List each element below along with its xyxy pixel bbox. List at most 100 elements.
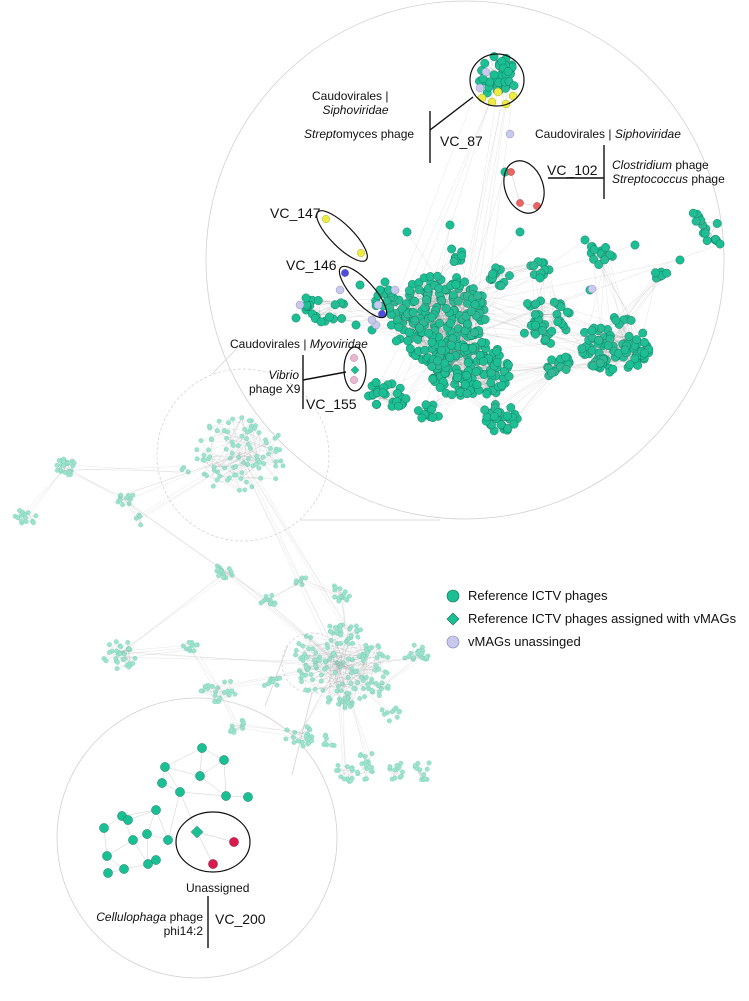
node (434, 283, 444, 293)
network-edge (388, 289, 465, 297)
network-edge (343, 662, 379, 689)
node (208, 436, 214, 442)
node (535, 273, 545, 283)
network-edge (417, 231, 521, 340)
node (492, 346, 501, 356)
node (252, 425, 258, 431)
network-edge (454, 384, 493, 413)
vc87-cluster-label: VC_87 (440, 133, 483, 149)
node (702, 236, 712, 246)
node (151, 805, 161, 815)
node (488, 269, 497, 279)
network-edge (298, 576, 340, 597)
network-edge (233, 467, 240, 491)
vc102-cluster-label: VC_102 (547, 162, 598, 178)
network-edge (565, 329, 627, 347)
network-edge (227, 570, 270, 605)
network-edge (642, 278, 657, 334)
node (359, 761, 365, 767)
network-edge (214, 678, 268, 689)
node (357, 696, 363, 701)
network-edge (143, 456, 243, 518)
node (194, 447, 200, 453)
network-edge (239, 452, 345, 630)
node (402, 227, 412, 237)
network-edge (471, 275, 510, 336)
network-edge (235, 725, 300, 732)
node (125, 646, 131, 651)
network-edge (593, 259, 643, 334)
network-edge (193, 644, 221, 691)
node (310, 677, 315, 683)
node (115, 659, 120, 665)
network-edge (463, 282, 505, 334)
network-edge (233, 420, 252, 446)
node (233, 464, 239, 469)
network-edge (258, 432, 260, 463)
node (691, 216, 701, 226)
node (463, 319, 472, 329)
node (421, 400, 431, 410)
node (201, 457, 207, 463)
node (132, 656, 138, 661)
node (411, 642, 417, 648)
network-edge (267, 668, 343, 679)
node (143, 859, 153, 869)
network-edge (342, 655, 364, 664)
network-edge (306, 657, 325, 670)
node (404, 286, 414, 295)
node (509, 419, 519, 429)
node (271, 602, 277, 607)
node (233, 472, 239, 478)
network-edge (390, 314, 463, 346)
node (387, 764, 393, 769)
network-edge (124, 454, 237, 502)
node (626, 315, 636, 325)
node (460, 380, 470, 389)
network-edge (203, 455, 215, 468)
network-edge (340, 643, 354, 689)
node (411, 655, 416, 661)
network-edge (395, 260, 461, 302)
network-edge (398, 251, 462, 328)
node (376, 666, 382, 672)
network-edge (415, 289, 591, 356)
node (180, 643, 186, 649)
node (336, 684, 341, 689)
vc200-highlight (175, 811, 251, 873)
network-edge (498, 369, 557, 387)
network-edge (493, 390, 496, 405)
node (482, 389, 492, 399)
network-edge (376, 284, 413, 306)
network-edge (64, 466, 187, 471)
network-edge (491, 351, 497, 425)
network-edge (337, 643, 380, 654)
node (244, 436, 250, 441)
network-edge (432, 362, 509, 429)
node (236, 487, 242, 493)
node (448, 290, 458, 300)
network-edge (118, 657, 343, 662)
node (504, 371, 514, 381)
network-edge (227, 479, 247, 483)
network-edge (121, 573, 223, 653)
node (378, 388, 388, 398)
network-edge (495, 267, 541, 274)
node (214, 477, 220, 483)
network-edge (336, 666, 346, 702)
node (333, 585, 338, 590)
node (299, 679, 304, 685)
network-edge (382, 291, 457, 343)
node (126, 664, 132, 670)
node (505, 271, 514, 280)
vc146-highlight (338, 265, 388, 319)
node (424, 766, 430, 772)
node (265, 681, 271, 687)
node (589, 254, 598, 264)
network-edge (296, 581, 338, 596)
node (337, 586, 343, 592)
network-edge (696, 221, 718, 224)
node (451, 280, 461, 289)
network-edge (591, 246, 649, 353)
network-edge (425, 353, 441, 405)
